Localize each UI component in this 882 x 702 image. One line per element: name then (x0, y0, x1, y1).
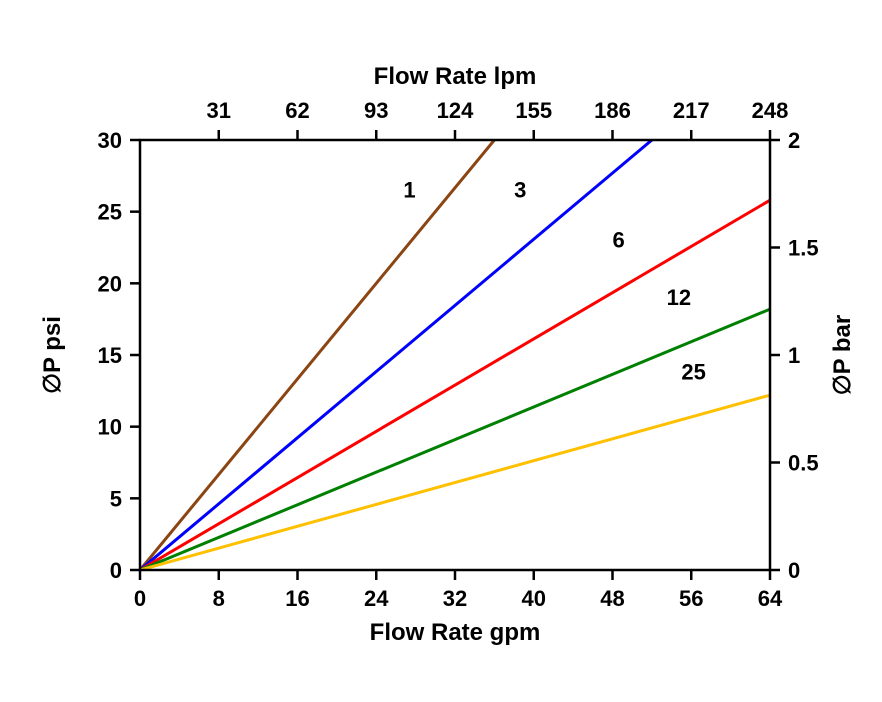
y-left-title: ∅P psi (39, 316, 66, 394)
series-label-3: 3 (514, 177, 526, 202)
x-bottom-tick-label: 8 (213, 586, 225, 611)
series-label-1: 1 (403, 177, 415, 202)
flow-rate-chart: 0816243240485664316293124155186217248051… (0, 0, 882, 702)
x-top-tick-label: 217 (673, 98, 710, 123)
x-top-title: Flow Rate lpm (374, 63, 537, 90)
x-bottom-tick-label: 48 (600, 586, 624, 611)
x-top-tick-label: 31 (207, 98, 231, 123)
series-label-12: 12 (667, 285, 691, 310)
series-label-25: 25 (681, 359, 705, 384)
y-right-title: ∅P bar (829, 315, 856, 396)
chart-container: 0816243240485664316293124155186217248051… (0, 0, 882, 702)
x-top-tick-label: 124 (437, 98, 474, 123)
x-top-tick-label: 155 (515, 98, 552, 123)
x-bottom-tick-label: 40 (522, 586, 546, 611)
x-bottom-title: Flow Rate gpm (370, 619, 541, 646)
x-bottom-tick-label: 0 (134, 586, 146, 611)
x-bottom-tick-label: 24 (364, 586, 389, 611)
y-right-tick-label: 1.5 (788, 236, 819, 261)
y-left-tick-label: 20 (98, 271, 122, 296)
y-left-tick-label: 0 (110, 558, 122, 583)
x-bottom-tick-label: 32 (443, 586, 467, 611)
y-left-tick-label: 5 (110, 486, 122, 511)
y-left-tick-label: 10 (98, 415, 122, 440)
y-right-tick-label: 1 (788, 343, 800, 368)
y-right-tick-label: 0.5 (788, 451, 819, 476)
x-top-tick-label: 248 (752, 98, 789, 123)
x-top-tick-label: 62 (285, 98, 309, 123)
y-right-tick-label: 0 (788, 558, 800, 583)
y-left-tick-label: 30 (98, 128, 122, 153)
y-left-tick-label: 25 (98, 200, 122, 225)
series-label-6: 6 (613, 228, 625, 253)
y-left-tick-label: 15 (98, 343, 122, 368)
x-bottom-tick-label: 64 (758, 586, 783, 611)
x-top-tick-label: 93 (364, 98, 388, 123)
x-bottom-tick-label: 16 (285, 586, 309, 611)
x-top-tick-label: 186 (594, 98, 631, 123)
x-bottom-tick-label: 56 (679, 586, 703, 611)
y-right-tick-label: 2 (788, 128, 800, 153)
